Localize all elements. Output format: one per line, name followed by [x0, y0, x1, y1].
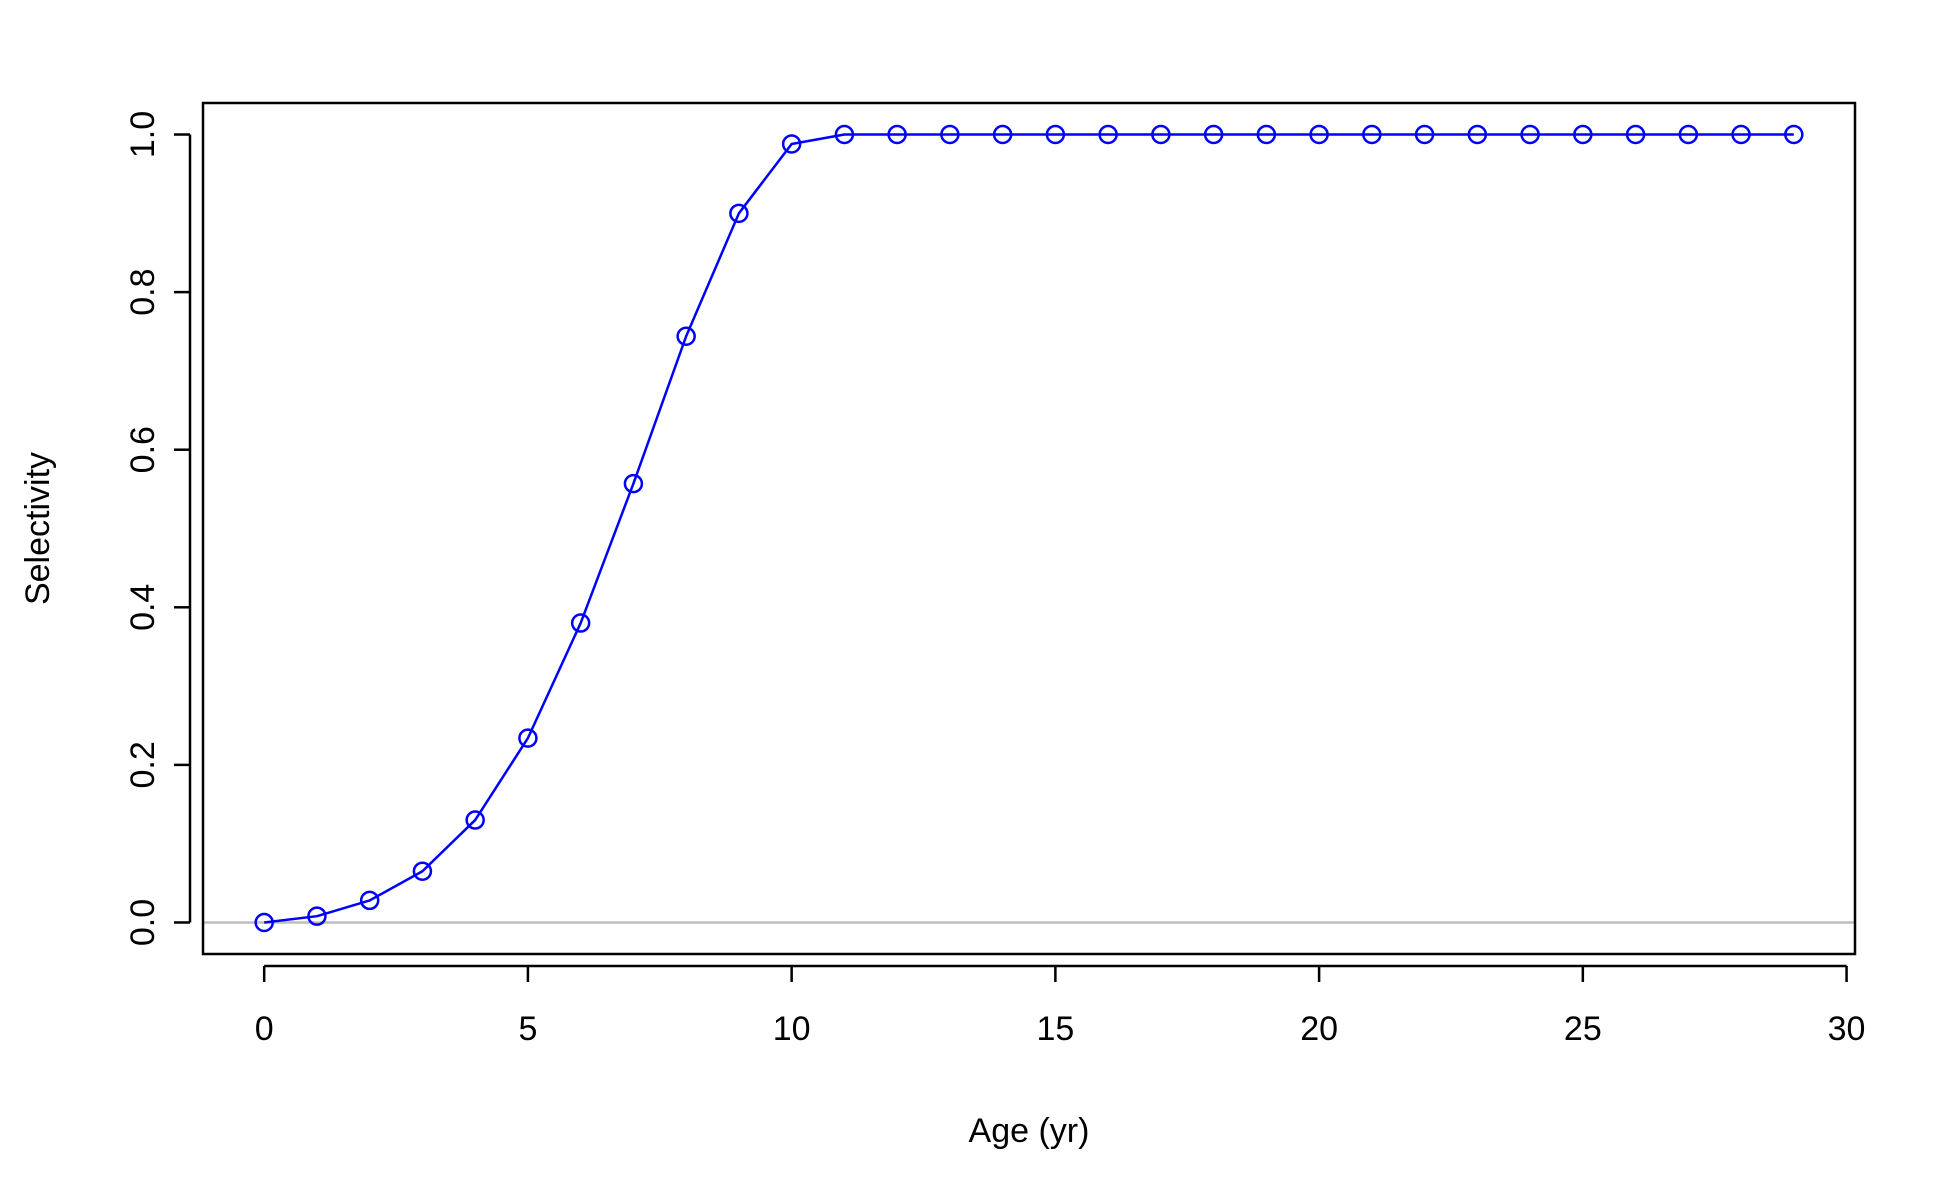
data-point: [887, 124, 907, 145]
x-tick-label: 25: [1564, 1010, 1602, 1048]
data-point: [359, 890, 380, 911]
y-tick-label: 0.6: [124, 426, 162, 473]
y-axis-title: Selectivity: [19, 452, 57, 605]
data-point: [781, 134, 802, 154]
data-point: [254, 912, 274, 933]
x-tick-label: 0: [255, 1010, 274, 1048]
data-point: [1151, 124, 1171, 145]
data-point: [412, 861, 433, 882]
data-point: [1203, 124, 1224, 145]
series-line: [264, 133, 1794, 924]
data-point: [1098, 124, 1118, 145]
data-point: [1309, 124, 1329, 145]
data-point: [1467, 124, 1488, 145]
data-point: [623, 473, 644, 494]
data-point: [307, 906, 327, 926]
data-point: [1520, 124, 1540, 145]
data-point: [1573, 124, 1593, 145]
data-point: [1731, 124, 1751, 145]
data-point: [1625, 124, 1646, 145]
data-point: [570, 613, 591, 633]
y-tick-label: 0.4: [124, 584, 162, 631]
plot-frame: [201, 101, 1857, 956]
data-point: [1678, 124, 1699, 145]
y-tick-label: 0.8: [124, 268, 162, 315]
x-axis-title: Age (yr): [969, 1112, 1090, 1150]
data-point: [834, 124, 855, 145]
plot-area: 0 5 10 15 20 25 30 0.0 0.2 0.4 0.6 0.8 1.0: [124, 101, 1866, 1048]
y-tick-label: 0.2: [124, 741, 162, 788]
data-point: [1784, 124, 1804, 145]
data-point: [1362, 124, 1382, 145]
data-point: [1414, 124, 1435, 145]
y-tick-label: 0.0: [124, 899, 162, 946]
data-point: [729, 203, 749, 224]
data-point: [676, 326, 696, 346]
x-tick-label: 10: [773, 1010, 811, 1048]
data-point: [940, 124, 960, 145]
x-tick-label: 15: [1036, 1010, 1074, 1048]
data-point: [1045, 124, 1066, 145]
data-point: [1256, 124, 1277, 145]
x-tick-label: 30: [1828, 1010, 1866, 1048]
x-tick-label: 20: [1300, 1010, 1338, 1048]
x-tick-label: 5: [518, 1010, 537, 1048]
data-point: [518, 728, 538, 748]
data-point: [992, 124, 1013, 145]
y-tick-label: 1.0: [124, 111, 162, 158]
data-point: [465, 810, 485, 830]
